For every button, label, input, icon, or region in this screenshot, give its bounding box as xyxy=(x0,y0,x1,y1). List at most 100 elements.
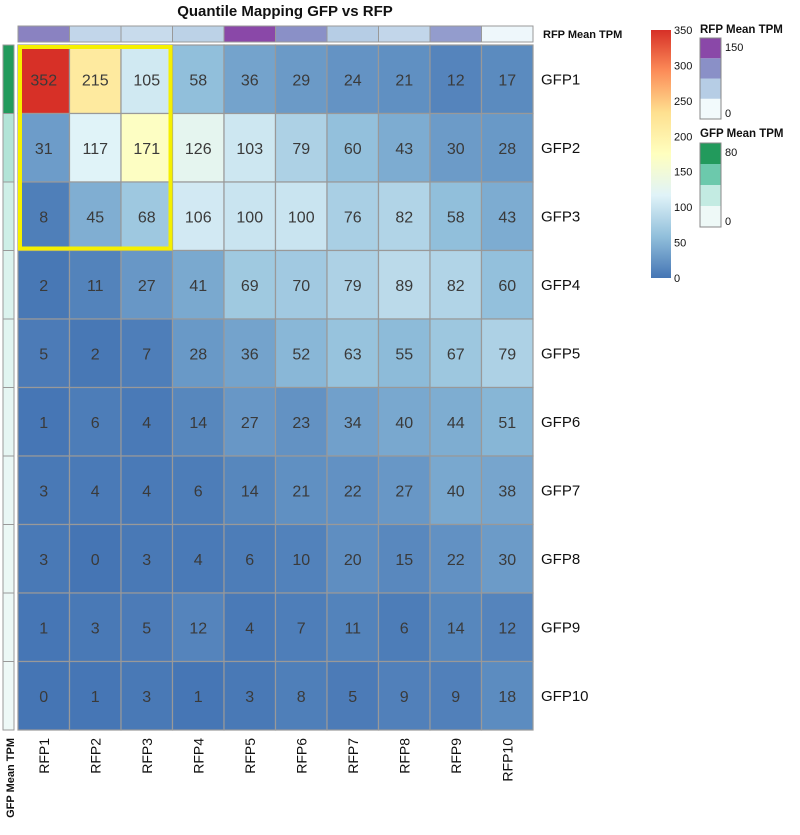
heatmap-cell xyxy=(274,660,328,731)
cell-value-label: 31 xyxy=(35,141,53,158)
cell-value-label: 8 xyxy=(39,209,48,226)
column-label: RFP8 xyxy=(396,738,412,774)
heatmap-cell xyxy=(17,181,71,252)
heatmap-cell xyxy=(17,386,71,457)
row-annotation-cell xyxy=(2,387,15,457)
gfp-legend-swatch xyxy=(700,143,721,164)
row-annotation-bar xyxy=(2,44,15,731)
cell-value-label: 7 xyxy=(142,346,151,363)
heatmap-cell xyxy=(17,44,71,115)
row-label: GFP3 xyxy=(541,208,580,225)
column-annotation-cell xyxy=(378,25,431,43)
rfp-legend-tick: 0 xyxy=(725,108,731,120)
cell-value-label: 14 xyxy=(447,620,465,637)
heatmap-cell xyxy=(274,455,328,526)
rfp-annotation-legend: RFP Mean TPM 150 0 xyxy=(699,24,783,120)
cell-value-label: 89 xyxy=(395,278,413,295)
heatmap-cell xyxy=(326,523,380,594)
cell-value-label: 41 xyxy=(189,278,207,295)
cell-value-label: 22 xyxy=(447,552,465,569)
cell-value-label: 70 xyxy=(292,278,310,295)
heatmap-cell xyxy=(480,592,534,663)
cell-value-label: 27 xyxy=(138,278,156,295)
column-annotation-cell xyxy=(481,25,534,43)
row-labels: GFP1 GFP2 GFP3 GFP4 GFP5 GFP6 GFP7 GFP8 GFP9 GFP1… xyxy=(541,71,589,705)
heatmap-cell xyxy=(377,181,431,252)
heatmap-cell xyxy=(274,386,328,457)
value-legend-tick: 150 xyxy=(674,167,692,179)
cell-value-label: 1 xyxy=(39,415,48,432)
column-label: RFP2 xyxy=(87,738,103,774)
column-labels: RFP1 RFP2 RFP3 RFP4 RFP5 RFP6 RFP7 RFP8 RFP9 RFP1… xyxy=(36,738,516,782)
cell-value-label: 28 xyxy=(498,141,516,158)
heatmap-cell xyxy=(223,523,277,594)
cell-value-label: 45 xyxy=(86,209,104,226)
cell-value-label: 34 xyxy=(344,415,362,432)
cell-value-label: 23 xyxy=(292,415,310,432)
cell-value-label: 9 xyxy=(451,689,460,706)
value-legend-tick: 250 xyxy=(674,96,692,108)
cell-value-label: 1 xyxy=(91,689,100,706)
column-annotation-cell xyxy=(275,25,328,43)
cell-value-label: 21 xyxy=(395,72,413,89)
heatmap-cell xyxy=(480,249,534,320)
heatmap-cell xyxy=(171,455,225,526)
heatmap-cell xyxy=(68,592,122,663)
gfp-legend-swatch xyxy=(700,164,721,185)
cell-value-label: 3 xyxy=(142,552,151,569)
cell-value-label: 30 xyxy=(498,552,516,569)
highlight-box-group xyxy=(18,45,173,251)
column-label: RFP5 xyxy=(242,738,258,774)
cell-value-label: 100 xyxy=(288,209,315,226)
gfp-legend-tick: 80 xyxy=(725,147,737,159)
cell-value-label: 215 xyxy=(82,72,109,89)
heatmap-cell xyxy=(120,523,174,594)
cell-value-label: 0 xyxy=(39,689,48,706)
cell-value-label: 3 xyxy=(245,689,254,706)
rfp-legend-frame xyxy=(699,37,722,120)
cell-value-label: 3 xyxy=(39,483,48,500)
heatmap-cell xyxy=(429,318,483,389)
value-legend-gradient xyxy=(651,30,671,278)
heatmap-cell xyxy=(223,318,277,389)
column-annotation-cell xyxy=(69,25,122,43)
cell-value-label: 60 xyxy=(344,141,362,158)
cell-value-label: 0 xyxy=(91,552,100,569)
gfp-legend-title: GFP Mean TPM xyxy=(700,128,784,140)
heatmap-cell xyxy=(326,592,380,663)
cell-value-label: 82 xyxy=(447,278,465,295)
cell-value-label: 11 xyxy=(344,620,361,637)
cell-value-label: 43 xyxy=(395,141,413,158)
column-annotation-cell xyxy=(429,25,482,43)
cell-value-label: 8 xyxy=(297,689,306,706)
cell-value-label: 67 xyxy=(447,346,465,363)
cell-value-label: 103 xyxy=(236,141,263,158)
gfp-legend-swatch xyxy=(700,206,721,227)
cell-value-label: 10 xyxy=(292,552,310,569)
cell-value-label: 5 xyxy=(39,346,48,363)
heatmap-cell xyxy=(480,523,534,594)
cell-value-label: 105 xyxy=(133,72,160,89)
cell-value-label: 3 xyxy=(142,689,151,706)
heatmap-cell xyxy=(171,112,225,183)
heatmap-cell xyxy=(17,660,71,731)
heatmap-cell xyxy=(68,181,122,252)
cell-value-label: 43 xyxy=(498,209,516,226)
cell-value-label: 6 xyxy=(245,552,254,569)
cell-value-label: 29 xyxy=(292,72,310,89)
row-label: GFP1 xyxy=(541,71,580,88)
column-label: RFP3 xyxy=(139,738,155,774)
value-legend-tick: 50 xyxy=(674,238,686,250)
value-legend-tick: 100 xyxy=(674,202,692,214)
cell-value-label: 20 xyxy=(344,552,362,569)
row-annotation-cell xyxy=(2,44,15,114)
cell-value-label: 58 xyxy=(447,209,465,226)
heatmap-cell xyxy=(377,112,431,183)
cell-value-label: 1 xyxy=(194,689,203,706)
cell-value-label: 24 xyxy=(344,72,362,89)
column-label: RFP1 xyxy=(36,738,52,774)
heatmap-cell xyxy=(68,660,122,731)
column-annotation-cell xyxy=(172,25,225,43)
cell-value-label: 40 xyxy=(395,415,413,432)
cell-value-label: 2 xyxy=(39,278,48,295)
